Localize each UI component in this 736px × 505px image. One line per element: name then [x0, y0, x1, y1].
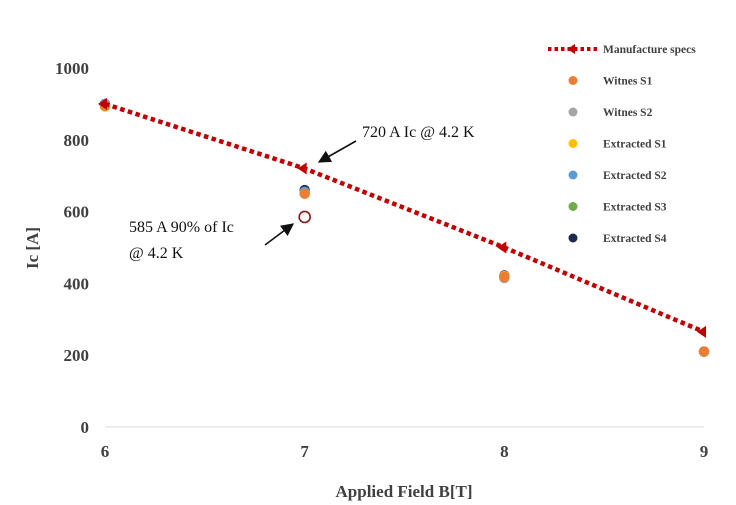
y-tick-label: 0	[81, 418, 90, 437]
legend-label: Witnes S2	[603, 107, 653, 119]
x-tick-label: 8	[500, 442, 509, 461]
legend-swatch-extracted-s4	[568, 233, 578, 243]
legend-label: Extracted S3	[603, 202, 667, 214]
annotation-arrow-720	[317, 140, 357, 163]
legend-label: Extracted S1	[603, 139, 667, 151]
legend-swatch-extracted-s1	[568, 139, 578, 148]
y-tick-label: 800	[64, 131, 90, 150]
data-point-witnes-s1	[499, 271, 510, 283]
legend-label: Extracted S2	[603, 170, 667, 182]
data-point-witnes-s1	[698, 346, 710, 357]
y-tick-label: 1000	[55, 59, 89, 78]
legend-swatch-witnes-s1	[568, 76, 578, 85]
legend-marker-manufacture-specs	[567, 44, 575, 54]
legend-swatch-witnes-s2	[568, 107, 578, 117]
legend-label: Extracted S4	[603, 233, 667, 245]
y-tick-label: 400	[64, 274, 90, 293]
data-point-manufacture-specs	[697, 325, 706, 338]
data-point-manufacture-specs	[497, 241, 507, 254]
legend-swatch-extracted-s3	[568, 202, 578, 211]
data-point-witnes-s1	[299, 188, 310, 199]
legend-swatch-extracted-s2	[568, 170, 578, 180]
x-tick-label: 7	[300, 442, 309, 461]
y-tick-label: 600	[64, 203, 90, 222]
annotation-585-line1: 585 A 90% of Ic	[129, 219, 234, 236]
x-axis-title: Applied Field B[T]	[336, 482, 473, 501]
data-point-90-percent	[298, 210, 311, 224]
legend-label: Witnes S1	[603, 76, 653, 88]
y-tick-label: 200	[64, 346, 90, 365]
annotation-585-line2: @ 4.2 K	[129, 245, 184, 262]
annotation-arrow-585	[264, 223, 295, 246]
x-tick-label: 6	[101, 442, 110, 461]
data-point-manufacture-specs	[98, 97, 107, 110]
x-tick-label: 9	[700, 442, 709, 461]
y-axis-title: Ic [A]	[23, 227, 42, 269]
data-point-manufacture-specs	[297, 162, 307, 175]
annotation-720: 720 A Ic @ 4.2 K	[362, 124, 475, 141]
legend-label: Manufacture specs	[603, 44, 696, 56]
series-line-manufacture-specs	[104, 101, 705, 334]
